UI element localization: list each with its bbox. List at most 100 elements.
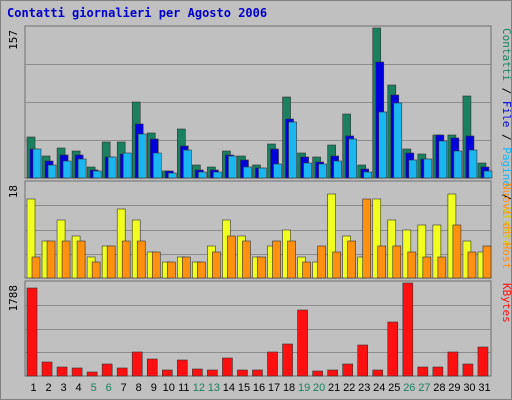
day-label-4: 4 [76, 382, 82, 394]
panel2-bar-nuovi-di-host-16 [257, 256, 266, 279]
panel2-max-label: 18 [7, 185, 20, 198]
panel1-bar-pagine-14 [228, 155, 237, 179]
panel1-bar-pagine-6 [107, 156, 117, 179]
day-label-20: 20 [313, 382, 325, 394]
panel1-bar-pagine-15 [243, 166, 252, 179]
panel2-bar-visite-24 [372, 198, 382, 279]
panel1-bar-pagine-25 [393, 102, 403, 179]
panel1-bar-pagine-16 [258, 167, 267, 179]
panel1-bar-pagine-22 [348, 138, 357, 179]
panel3-bar-kbytes-5 [86, 371, 98, 377]
panel2-bar-nuovi-di-host-14 [227, 235, 236, 279]
panel1-bar-pagine-21 [333, 160, 342, 179]
panel3-legend-text: KBytes [500, 283, 512, 323]
panel2-bar-visite-28 [432, 224, 442, 279]
panel2-legend-text: Nuovi di Host [500, 183, 512, 269]
panel3-bar-kbytes-31 [477, 346, 489, 377]
panel3-bar-kbytes-27 [417, 366, 429, 377]
day-label-2: 2 [45, 382, 51, 394]
day-label-27: 27 [418, 382, 430, 394]
day-label-31: 31 [478, 382, 490, 394]
panel3-bar-kbytes-29 [447, 351, 459, 377]
panel2-bar-nuovi-di-host-10 [166, 261, 176, 279]
panel1-bar-pagine-17 [273, 163, 282, 179]
panel3-bar-kbytes-12 [192, 368, 203, 377]
day-label-30: 30 [463, 382, 475, 394]
panel2-bar-nuovi-di-host-4 [76, 240, 86, 279]
panel3-bar-kbytes-6 [101, 363, 113, 377]
panel2-bar-visite-1 [26, 198, 36, 279]
panel3-bar-kbytes-9 [146, 358, 158, 377]
panel3-bar-kbytes-15 [237, 369, 248, 377]
day-label-21: 21 [328, 382, 340, 394]
panel2-bar-nuovi-di-host-9 [151, 251, 161, 279]
panel2-bar-nuovi-di-host-7 [121, 240, 131, 279]
panel2-bar-nuovi-di-host-28 [437, 256, 447, 279]
day-label-3: 3 [61, 382, 67, 394]
day-label-1: 1 [30, 382, 36, 394]
panel2-bar-nuovi-di-host-20 [317, 245, 326, 279]
day-label-10: 10 [163, 382, 175, 394]
panel2-bar-nuovi-di-host-5 [91, 261, 101, 279]
panel1-bar-pagine-29 [453, 150, 463, 179]
panel3-bar-kbytes-23 [357, 344, 369, 377]
panel2-bar-visite-21 [327, 193, 336, 279]
day-label-28: 28 [433, 382, 445, 394]
panel3-bar-kbytes-21 [327, 369, 338, 377]
day-label-18: 18 [283, 382, 295, 394]
panel1-bar-pagine-24 [378, 111, 388, 179]
panel1-bar-pagine-30 [468, 149, 478, 179]
panel3-bar-kbytes-19 [297, 309, 308, 377]
panel3-bar-kbytes-25 [387, 321, 399, 377]
panel2-bar-nuovi-di-host-18 [287, 240, 296, 279]
day-label-8: 8 [136, 382, 142, 394]
panel2-bar-nuovi-di-host-1 [31, 256, 41, 279]
day-label-7: 7 [121, 382, 127, 394]
day-label-22: 22 [343, 382, 355, 394]
panel3-bar-kbytes-26 [402, 282, 414, 377]
panel1-bar-pagine-20 [318, 163, 327, 179]
day-label-29: 29 [448, 382, 460, 394]
panel2-bar-nuovi-di-host-24 [377, 245, 387, 279]
panel2-bar-nuovi-di-host-6 [106, 245, 116, 279]
panel1-legend-text: Contatti / File / Pagine / Visite [500, 28, 512, 247]
panel2-bar-nuovi-di-host-8 [136, 240, 146, 279]
panel3-bar-kbytes-4 [71, 367, 83, 377]
panel3-bar-kbytes-11 [177, 359, 188, 377]
panel1-max-label: 157 [7, 30, 20, 50]
day-label-23: 23 [358, 382, 370, 394]
panel2-bar-nuovi-di-host-27 [422, 256, 432, 279]
panel3-bar-kbytes-8 [131, 351, 143, 377]
panel2-bar-nuovi-di-host-21 [332, 251, 341, 279]
panel1-bar-pagine-10 [167, 172, 177, 179]
panel3-bar-kbytes-16 [252, 369, 263, 377]
day-label-13: 13 [208, 382, 220, 394]
panel1-bar-pagine-1 [32, 148, 42, 179]
day-label-5: 5 [91, 382, 97, 394]
panel2-bar-visite-27 [417, 224, 427, 279]
panel1-bar-pagine-8 [137, 133, 147, 179]
panel2-bar-nuovi-di-host-30 [467, 251, 477, 279]
panel2-bar-nuovi-di-host-26 [407, 251, 417, 279]
day-label-25: 25 [388, 382, 400, 394]
day-label-9: 9 [151, 382, 157, 394]
panel2-bar-nuovi-di-host-13 [212, 251, 221, 279]
panel1-bar-pagine-13 [213, 171, 222, 179]
panel2-bar-nuovi-di-host-25 [392, 245, 402, 279]
panel2-bar-nuovi-di-host-19 [302, 261, 311, 279]
panel3-bar-kbytes-20 [312, 370, 323, 377]
panel3-border [24, 280, 492, 377]
panel1-bar-pagine-12 [198, 171, 207, 179]
panel2-bar-nuovi-di-host-17 [272, 240, 281, 279]
day-label-15: 15 [238, 382, 250, 394]
panel2-bar-nuovi-di-host-12 [197, 261, 206, 279]
panel3-bar-kbytes-2 [41, 361, 53, 377]
panel1-bar-pagine-3 [62, 160, 72, 179]
panel2-bar-nuovi-di-host-31 [482, 245, 492, 279]
panel2-bar-nuovi-di-host-3 [61, 240, 71, 279]
chart-title: Contatti giornalieri per Agosto 2006 [7, 6, 268, 20]
panel3-bar-kbytes-10 [161, 369, 173, 377]
panel1-bar-pagine-2 [47, 164, 57, 179]
